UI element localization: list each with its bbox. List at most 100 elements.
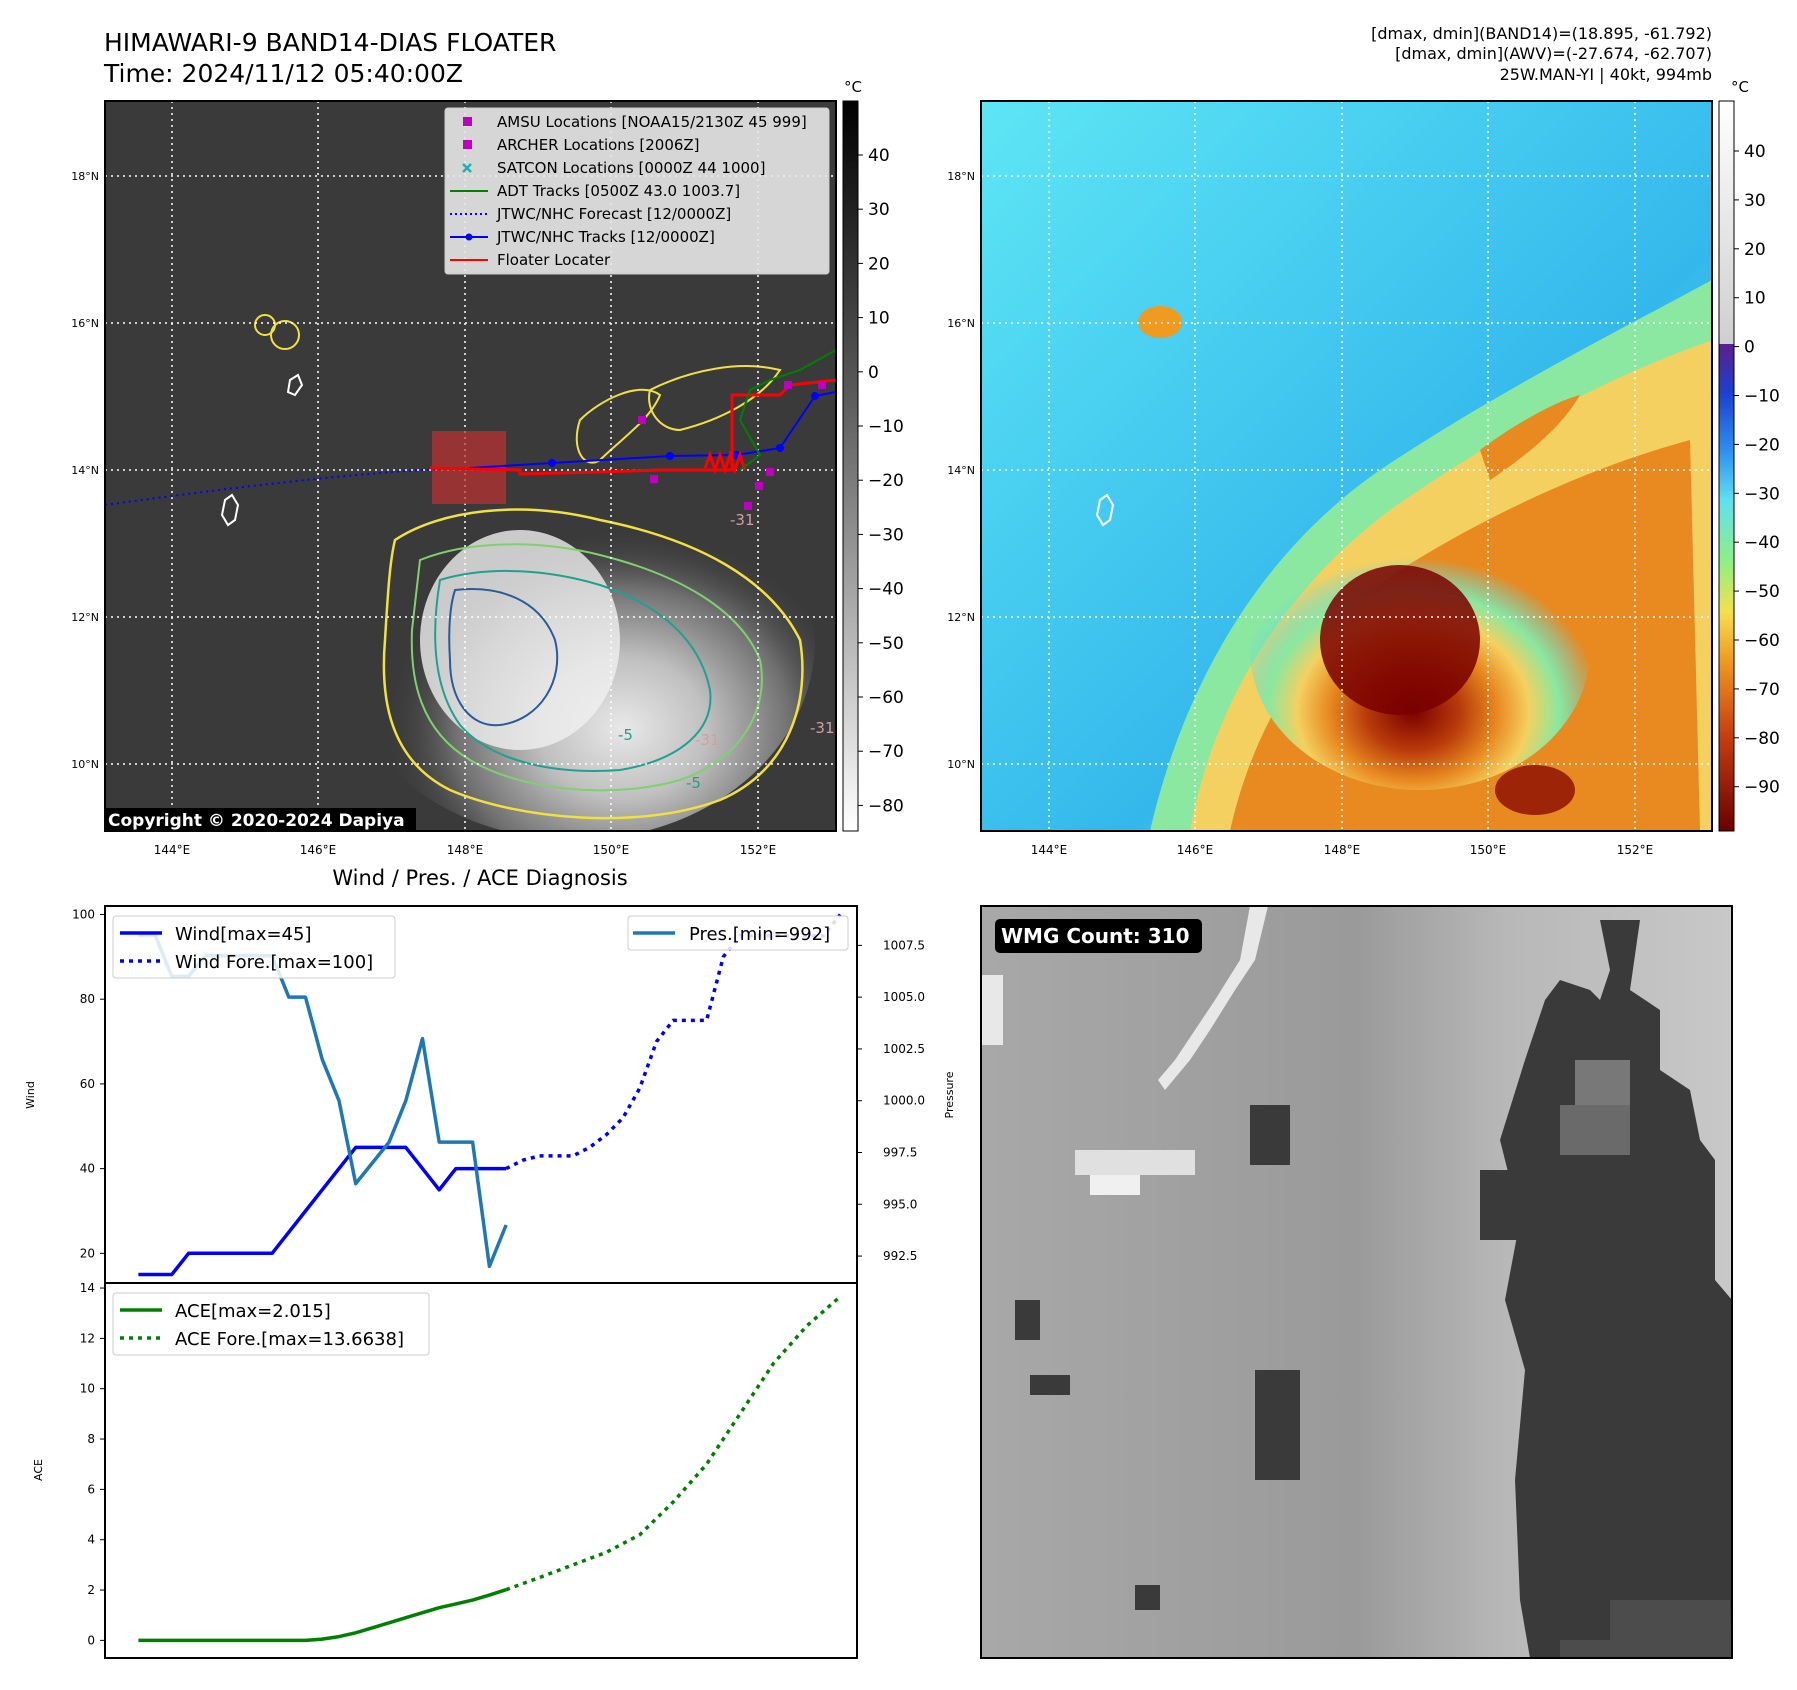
- colorbar-tick-label: 30: [868, 200, 890, 220]
- ace-legend-label: ACE[max=2.015]: [175, 1301, 331, 1322]
- lon-label: 152°E: [740, 843, 777, 857]
- ace-legend-box: [112, 1292, 430, 1356]
- colorbar-tick-label: −70: [1744, 680, 1780, 700]
- map-left-lon-labels: 144°E 146°E 148°E 150°E 152°E: [154, 843, 777, 857]
- colorbar-tick-label: −40: [1744, 533, 1780, 553]
- ace-ytick-label: 10: [80, 1382, 95, 1396]
- adt-track: [738, 349, 836, 471]
- wmg-bright-streak-2: [1075, 1150, 1195, 1175]
- colorbar-tick-label: −40: [868, 580, 904, 600]
- contour-label-4: -5: [618, 726, 633, 744]
- floater-locater-zigzag: [703, 450, 747, 475]
- colorbar-tick-label: 0: [1744, 338, 1755, 358]
- archer-marker-1: [766, 468, 774, 476]
- contour-green: [410, 543, 763, 792]
- wmg-badge-text: WMG Count: 310: [1001, 924, 1190, 948]
- legend-swatch: [463, 140, 472, 149]
- wind-ytick-label: 20: [80, 1246, 95, 1260]
- wmg-dark-spot-4: [1030, 1375, 1070, 1395]
- jtwc-point-5: [811, 392, 819, 400]
- contour-band: [575, 388, 662, 464]
- lat-label: 14°N: [71, 464, 99, 477]
- chart-wind-pressure: Wind / Pres. / ACE Diagnosis Wind Pressu…: [24, 866, 956, 1284]
- lat-label: 14°N: [947, 464, 975, 477]
- colorbar-tick-label: −70: [868, 742, 904, 762]
- legend-marker-dot: [465, 233, 473, 241]
- map-right-cold-band: [1495, 765, 1575, 815]
- map-left-cold-core: [420, 530, 620, 750]
- legend-swatch: [463, 117, 472, 126]
- pressure-legend-label: Pres.[min=992]: [689, 924, 830, 945]
- chart-ace-yticks: 14 12 10 8 6 4 2 0: [80, 1281, 105, 1647]
- stats-awv: [dmax, dmin](AWV)=(-27.674, -62.707): [1395, 44, 1712, 63]
- archer-marker-5: [818, 381, 826, 389]
- series-line-0: [138, 1145, 507, 1277]
- map-right-colorbar-ticks: 40 30 20 10 0 −10 −20 −30 −40 −50 −60 −70 −80 −90: [1734, 142, 1780, 798]
- wmg-dark-spot-2: [1255, 1370, 1300, 1480]
- colorbar-tick-label: −60: [1744, 631, 1780, 651]
- jtwc-point-4: [776, 444, 784, 452]
- lat-label: 10°N: [71, 758, 99, 771]
- colorbar-tick-label: −50: [1744, 582, 1780, 602]
- colorbar-tick-label: 20: [868, 254, 890, 274]
- wind-legend-label: Wind[max=45]: [175, 924, 312, 945]
- wind-legend-box: [112, 915, 396, 979]
- ace-ytick-label: 0: [87, 1633, 95, 1647]
- pressure-ytick-label: 997.5: [883, 1146, 917, 1160]
- lat-label: 16°N: [947, 317, 975, 330]
- wind-fore-legend-label: Wind Fore.[max=100]: [175, 952, 373, 973]
- colorbar-tick-label: −20: [1744, 435, 1780, 455]
- lon-label: 150°E: [593, 843, 630, 857]
- island-outline: [286, 373, 304, 397]
- map-right-frame: [980, 100, 1713, 832]
- wind-ytick-label: 80: [80, 992, 95, 1006]
- legend-label: ARCHER Locations [2006Z]: [497, 136, 700, 154]
- lon-label: 146°E: [1177, 843, 1214, 857]
- legend-label: JTWC/NHC Tracks [12/0000Z]: [496, 228, 715, 246]
- map-right-colorbar-unit: °C: [1731, 78, 1749, 96]
- colorbar-tick-label: −60: [868, 688, 904, 708]
- colorbar-tick-label: 10: [1744, 289, 1766, 309]
- lon-label: 148°E: [447, 843, 484, 857]
- map-left-legend: AMSU Locations [NOAA15/2130Z 45 999] ARCH…: [444, 107, 830, 275]
- lon-label: 152°E: [1617, 843, 1654, 857]
- wmg-badge-bg: [995, 919, 1202, 953]
- legend-marker-x: [462, 163, 472, 173]
- archer-marker-3: [744, 502, 752, 510]
- map-right-coldest-core: [1320, 565, 1480, 715]
- copyright-badge: Copyright © 2020-2024 Dapiya: [104, 808, 416, 832]
- chart-wind-yticks: 100 80 60 40 20: [72, 907, 105, 1260]
- archer-marker-4: [784, 381, 792, 389]
- wind-ytick-label: 60: [80, 1077, 95, 1091]
- map-right: 18°N 16°N 14°N 12°N 10°N 144°E 146°E 148°E 150°…: [947, 78, 1780, 857]
- chart-wind-ylabel: Wind: [24, 1081, 37, 1109]
- chart-ace-ylabel: ACE: [32, 1459, 45, 1481]
- wmg-dark-spot-6: [1480, 1170, 1520, 1240]
- map-right-guam-outline: [1095, 493, 1115, 527]
- map-right-colorbar-frame: [1718, 100, 1735, 832]
- colorbar-tick-label: −10: [1744, 387, 1780, 407]
- copyright-bg: [104, 808, 416, 832]
- colorbar-tick-label: −30: [1744, 484, 1780, 504]
- lon-label: 146°E: [300, 843, 337, 857]
- contour-label-5: -5: [686, 774, 701, 792]
- colorbar-tick-label: −50: [868, 634, 904, 654]
- legend-marker-square: [463, 117, 472, 126]
- ace-ytick-label: 2: [87, 1583, 95, 1597]
- ace-ytick-label: 8: [87, 1432, 95, 1446]
- amsu-marker-1: [638, 416, 646, 424]
- wmg-dark-lower: [1560, 1600, 1732, 1658]
- pressure-ytick-label: 992.5: [883, 1249, 917, 1263]
- map-left-colorbar-ticks: 40 30 20 10 0 −10 −20 −30 −40 −50 −60 −70 −80: [858, 146, 904, 816]
- map-right-feeder-band: [1480, 395, 1580, 480]
- wmg-mid-patch-1: [1575, 1060, 1630, 1105]
- figure-title: HIMAWARI-9 BAND14-DIAS FLOATER: [104, 28, 556, 57]
- lat-label: 18°N: [71, 170, 99, 183]
- pressure-ytick-label: 1005.0: [883, 990, 925, 1004]
- wmg-dark-spot-3: [1015, 1300, 1040, 1340]
- jtwc-point-2: [666, 452, 674, 460]
- colorbar-tick-label: 10: [868, 309, 890, 329]
- wmg-dark-region: [1500, 920, 1732, 1658]
- chart-pressure-ylabel: Pressure: [943, 1071, 956, 1118]
